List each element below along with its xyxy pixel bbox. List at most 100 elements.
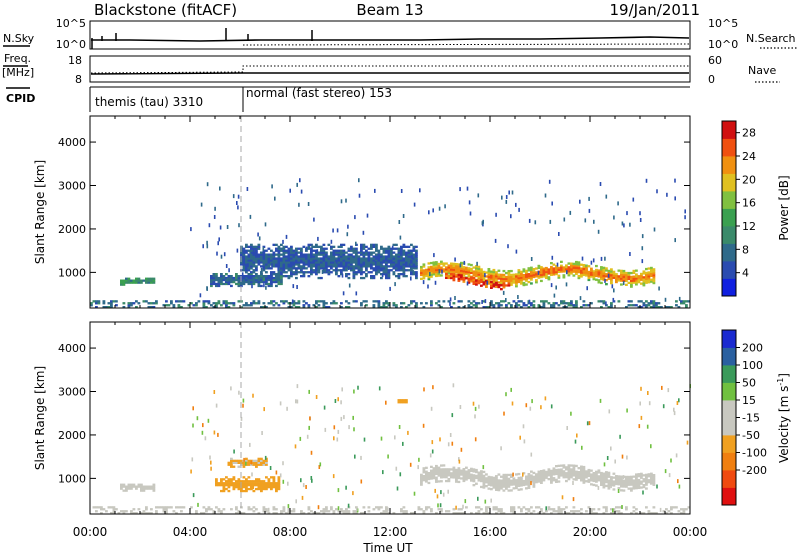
echo-cell — [387, 257, 391, 260]
echo-cell — [200, 202, 203, 207]
echo-cell — [542, 473, 546, 476]
y-tick-label: 4000 — [58, 342, 86, 355]
echo-cell — [257, 282, 261, 286]
echo-cell — [602, 278, 606, 281]
echo-cell — [247, 276, 251, 280]
echo-cell — [520, 478, 523, 481]
echo-cell — [235, 506, 238, 509]
echo-cell — [430, 302, 433, 305]
echo-cell — [630, 283, 633, 286]
echo-cell — [100, 506, 103, 509]
echo-cell — [535, 481, 538, 484]
echo-cell — [567, 272, 571, 275]
echo-cell — [310, 257, 313, 260]
echo-cell — [245, 259, 248, 262]
echo-cell — [408, 263, 411, 268]
echo-cell — [315, 302, 318, 305]
echo-cell — [507, 479, 511, 482]
echo-cell — [230, 480, 233, 483]
echo-cell — [345, 255, 348, 258]
echo-cell — [280, 261, 283, 264]
echo-cell — [597, 275, 601, 278]
echo-cell — [528, 299, 531, 304]
echo-cell — [135, 485, 138, 488]
echo-cell — [419, 188, 421, 193]
echo-cell — [195, 302, 198, 305]
echo-cell — [267, 282, 271, 286]
echo-cell — [477, 269, 481, 272]
echo-cell — [242, 398, 245, 403]
echo-cell — [484, 299, 487, 304]
echo-cell — [674, 178, 676, 183]
echo-cell — [567, 274, 571, 277]
echo-cell — [302, 483, 305, 488]
echo-cell — [540, 479, 543, 482]
echo-cell — [302, 245, 306, 248]
echo-cell — [585, 480, 588, 483]
echo-cell — [322, 300, 326, 303]
echo-cell — [652, 300, 656, 303]
echo-cell — [302, 267, 306, 270]
echo-cell — [377, 257, 381, 260]
echo-cell — [427, 475, 431, 479]
echo-cell — [566, 270, 568, 275]
echo-cell — [415, 265, 418, 268]
echo-cell — [235, 461, 238, 464]
echo-cell — [580, 269, 583, 272]
echo-cell — [567, 478, 571, 481]
echo-cell — [337, 255, 341, 258]
echo-cell — [437, 472, 441, 475]
echo-cell — [537, 264, 541, 268]
echo-cell — [204, 436, 207, 441]
echo-cell — [420, 477, 423, 480]
echo-cell — [550, 273, 553, 276]
echo-cell — [397, 261, 401, 264]
echo-cell — [260, 487, 263, 491]
echo-cell — [490, 276, 493, 279]
echo-cell — [322, 304, 326, 307]
echo-cell — [535, 279, 538, 282]
echo-cell — [437, 468, 441, 471]
echo-cell — [595, 270, 598, 274]
echo-cell — [557, 512, 561, 515]
echo-cell — [352, 512, 356, 515]
echo-cell — [544, 193, 547, 198]
echo-cell — [597, 477, 601, 480]
echo-cell — [427, 278, 431, 281]
echo-cell — [427, 274, 431, 277]
echo-cell — [542, 512, 546, 515]
echo-cell — [439, 503, 442, 508]
echo-cell — [332, 228, 334, 233]
echo-cell — [492, 484, 496, 487]
echo-cell — [530, 268, 533, 271]
echo-cell — [409, 462, 412, 467]
echo-cell — [310, 271, 313, 274]
echo-cell — [333, 436, 335, 441]
echo-cell — [440, 306, 443, 309]
echo-cell — [550, 479, 553, 482]
echo-cell — [265, 484, 268, 487]
nave-trace — [90, 65, 689, 74]
echo-cell — [502, 479, 506, 482]
echo-cell — [457, 279, 461, 282]
echo-cell — [520, 280, 523, 283]
echo-cell — [540, 268, 543, 271]
echo-cell — [520, 272, 523, 275]
echo-cell — [540, 473, 543, 477]
echo-cell — [425, 272, 428, 275]
echo-cell — [242, 253, 246, 256]
echo-cell — [325, 251, 328, 254]
echo-cell — [265, 285, 267, 290]
echo-cell — [430, 271, 433, 274]
echo-cell — [445, 470, 448, 473]
echo-cell — [472, 272, 476, 275]
echo-cell — [210, 460, 212, 465]
echo-cell — [505, 298, 507, 302]
echo-cell — [340, 199, 343, 204]
echo-cell — [457, 473, 461, 476]
echo-cell — [467, 469, 471, 472]
echo-cell — [375, 255, 378, 258]
echo-cell — [292, 251, 296, 254]
echo-cell — [525, 512, 528, 515]
echo-cell — [545, 506, 547, 511]
